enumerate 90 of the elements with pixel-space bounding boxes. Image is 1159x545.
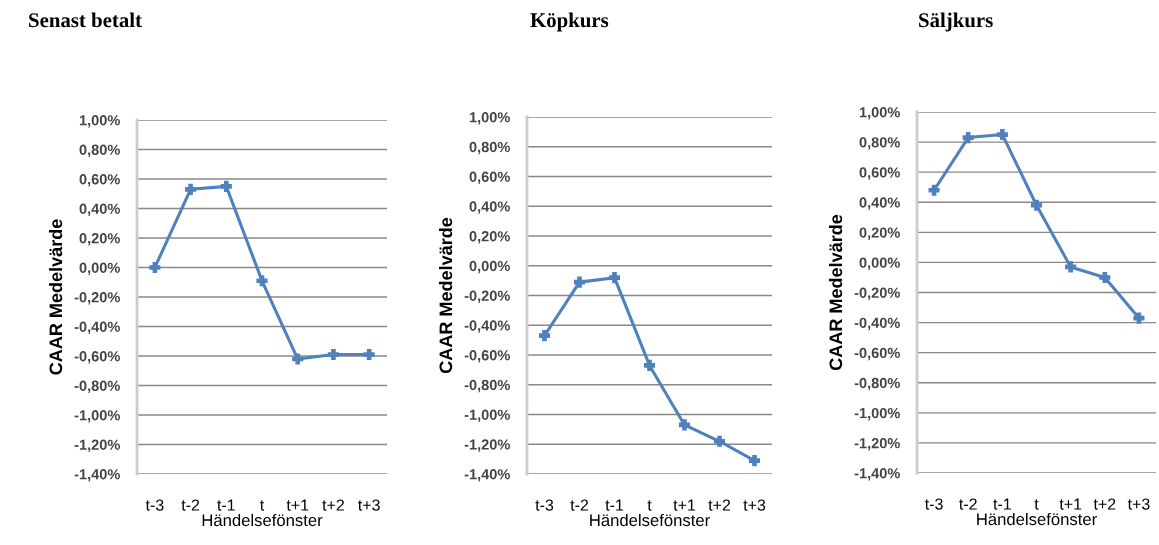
x-tick-label: t+1 [1059, 498, 1082, 510]
point [1065, 261, 1077, 273]
point [256, 275, 268, 287]
y-tick-label: 1,00% [79, 115, 120, 128]
point [1030, 199, 1043, 211]
y-axis-title: CAAR Medelvärde [438, 217, 453, 374]
y-tick-label: -0,60% [74, 351, 120, 364]
point [220, 180, 232, 192]
x-tick-label: t-3 [924, 498, 943, 510]
y-tick-label: 0,80% [79, 144, 120, 158]
x-tick-label: t-2 [959, 498, 977, 510]
x-tick-label: t-3 [535, 499, 554, 511]
y-tick-label: -1,00% [464, 409, 510, 423]
point [678, 419, 691, 431]
y-tick-label: -1,00% [854, 407, 900, 421]
y-tick-label: -0,20% [464, 290, 510, 304]
x-axis-title: Händelsefönster [590, 513, 710, 527]
y-axis-title: CAAR Medelvärde [828, 214, 843, 371]
x-tick-label: t-1 [217, 499, 235, 511]
point [149, 261, 161, 274]
chart-title: Köpkurs [530, 12, 609, 32]
x-tick-label: t+2 [708, 499, 731, 511]
y-tick-label: -1,20% [854, 438, 900, 451]
y-tick-label: -1,20% [74, 439, 120, 453]
y-tick-label: 0,40% [469, 201, 510, 214]
y-tick-label: 0,40% [79, 203, 120, 217]
x-tick-label: t+3 [1127, 498, 1150, 510]
y-axis-title: CAAR Medelvärde [48, 219, 63, 375]
point [1133, 312, 1145, 324]
x-tick-label: t+2 [1093, 498, 1116, 510]
y-tick-label: -1,40% [464, 469, 510, 482]
x-tick-label: t+3 [743, 499, 766, 511]
y-tick-label: 0,60% [859, 167, 900, 180]
x-tick-label: t [1034, 499, 1039, 510]
point [643, 359, 656, 371]
y-tick-label: 0,00% [859, 257, 900, 270]
y-tick-label: 0,20% [79, 233, 120, 246]
point [928, 184, 940, 196]
y-tick-label: -0,60% [854, 347, 900, 361]
y-tick-label: -0,20% [74, 292, 120, 305]
y-tick-label: 0,00% [79, 262, 120, 276]
y-tick-label: 0,60% [469, 171, 510, 185]
x-tick-label: t-3 [145, 499, 164, 511]
y-tick-label: -0,40% [464, 320, 510, 333]
point [996, 129, 1008, 141]
x-tick-label: t+3 [358, 499, 380, 511]
y-tick-label: 0,20% [469, 231, 510, 244]
y-tick-label: 0,00% [469, 260, 510, 274]
y-tick-label: 0,20% [859, 227, 900, 240]
x-tick-label: t-1 [993, 498, 1011, 510]
point [962, 132, 974, 144]
y-tick-label: -0,40% [854, 317, 900, 331]
x-axis-title: Händelsefönster [202, 513, 323, 527]
point [573, 276, 586, 288]
y-tick-label: -0,40% [74, 321, 120, 335]
x-tick-label: t+2 [322, 499, 344, 511]
point [538, 330, 551, 342]
x-tick-label: t+1 [673, 499, 696, 511]
x-tick-label: t+1 [286, 499, 309, 511]
x-axis-title: Händelsefönster [977, 512, 1097, 526]
point [363, 348, 375, 361]
y-tick-label: -1,20% [464, 439, 510, 452]
y-tick-label: -0,20% [854, 287, 900, 301]
y-tick-label: -1,00% [74, 410, 120, 423]
chart-title: Senast betalt [29, 12, 142, 28]
x-tick-label: t [260, 500, 265, 511]
y-tick-label: 1,00% [469, 112, 510, 125]
point [713, 435, 726, 447]
y-tick-label: 1,00% [859, 107, 900, 120]
point [1099, 271, 1111, 284]
y-tick-label: 0,80% [859, 137, 900, 150]
x-tick-label: t-2 [181, 499, 200, 511]
y-tick-label: -0,80% [464, 379, 510, 393]
y-tick-label: -1,40% [74, 469, 120, 482]
y-tick-label: -0,80% [74, 380, 120, 394]
point [292, 353, 304, 365]
y-tick-label: -1,40% [854, 468, 900, 481]
y-tick-label: -0,80% [854, 377, 900, 391]
x-tick-label: t-1 [605, 499, 624, 511]
chart-title: Säljkurs [919, 12, 993, 32]
x-tick-label: t [647, 500, 652, 511]
y-tick-label: 0,40% [859, 197, 900, 210]
y-tick-label: 0,60% [79, 174, 120, 187]
point [748, 455, 761, 467]
point [327, 348, 339, 361]
x-tick-label: t-2 [570, 499, 589, 511]
y-tick-label: -0,60% [464, 350, 510, 363]
y-tick-label: 0,80% [469, 141, 510, 155]
point [608, 272, 621, 284]
point [185, 183, 197, 195]
